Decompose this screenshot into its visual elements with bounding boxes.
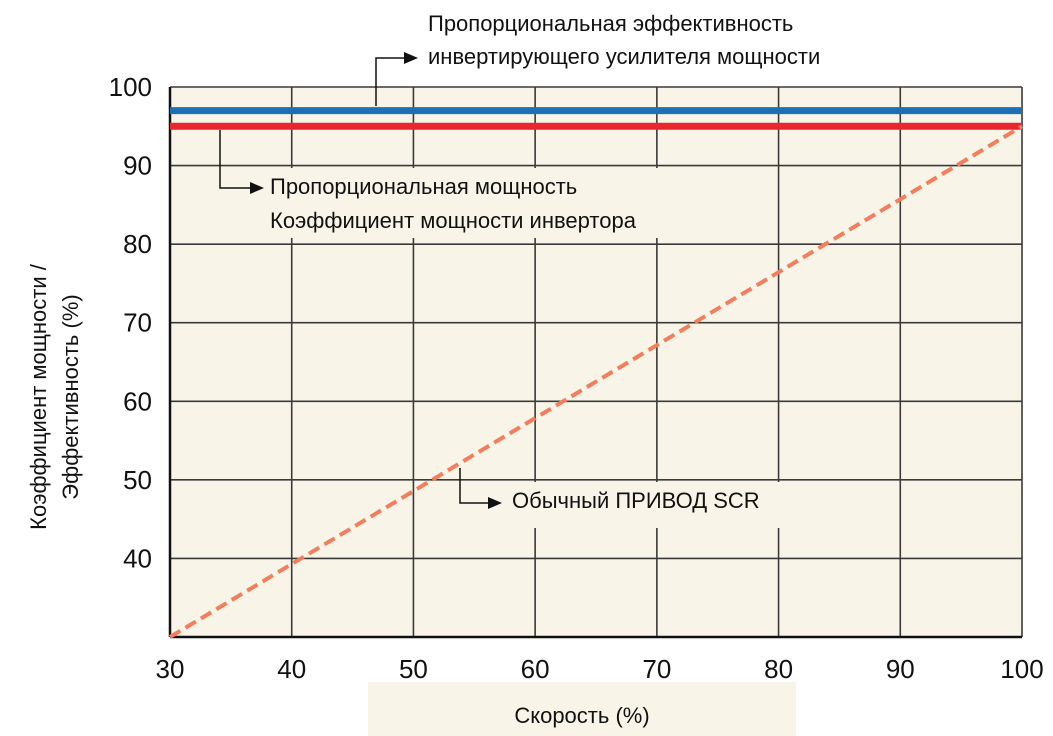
x-tick-label-70: 70 <box>642 654 671 684</box>
power-factor-annotation-bg <box>266 168 766 238</box>
y-tick-label-50: 50 <box>123 465 152 495</box>
x-tick-label-60: 60 <box>521 654 550 684</box>
x-axis-label-bg <box>368 682 796 736</box>
x-tick-label-40: 40 <box>277 654 306 684</box>
power-factor-callout-line <box>219 130 250 189</box>
y-axis-label-line2: Эффективность (%) <box>58 294 83 499</box>
y-axis-label-line1: Коэффициент мощности / <box>26 263 51 530</box>
efficiency-callout-line <box>375 57 404 106</box>
y-tick-labels: 40 50 60 70 80 90 100 <box>109 72 152 573</box>
y-tick-label-100: 100 <box>109 72 152 102</box>
y-tick-label-40: 40 <box>123 543 152 573</box>
scr-callout-line <box>459 468 488 504</box>
x-tick-label-100: 100 <box>1000 654 1043 684</box>
x-tick-label-80: 80 <box>764 654 793 684</box>
efficiency-callout-arrow-icon <box>404 52 418 64</box>
series-lines <box>168 107 1024 639</box>
power-factor-callout-arrow-icon <box>250 182 264 194</box>
scr-annotation-bg <box>508 482 854 528</box>
y-tick-label-90: 90 <box>123 151 152 181</box>
scr-callout-arrow-icon <box>488 497 502 509</box>
x-tick-label-30: 30 <box>156 654 185 684</box>
efficiency-annotation-line2: инвертирующего усилителя мощности <box>428 44 820 69</box>
x-axis-label: Скорость (%) <box>514 703 649 728</box>
scr-line <box>168 124 1024 639</box>
efficiency-annotation-line1: Пропорциональная эффективность <box>428 11 793 36</box>
y-tick-label-60: 60 <box>123 386 152 416</box>
power-factor-annotation-line1: Пропорциональная мощность <box>270 174 577 199</box>
x-tick-labels: 30 40 50 60 70 80 90 100 <box>156 654 1044 684</box>
power-factor-annotation-line2: Коэффициент мощности инвертора <box>270 208 637 233</box>
y-tick-label-70: 70 <box>123 308 152 338</box>
efficiency-annotation-bg <box>428 6 948 74</box>
x-tick-label-90: 90 <box>886 654 915 684</box>
y-tick-label-80: 80 <box>123 229 152 259</box>
scr-annotation: Обычный ПРИВОД SCR <box>512 488 760 513</box>
x-tick-label-50: 50 <box>399 654 428 684</box>
